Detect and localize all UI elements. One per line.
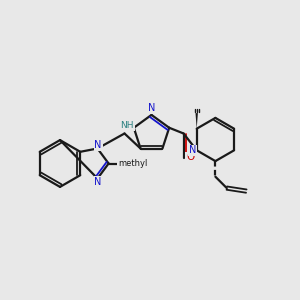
Text: NH: NH: [121, 121, 134, 130]
Polygon shape: [196, 113, 198, 129]
Text: methyl: methyl: [118, 159, 147, 168]
Text: N: N: [148, 103, 155, 113]
Text: N: N: [94, 177, 102, 187]
Text: N: N: [189, 145, 196, 155]
Text: O: O: [186, 152, 194, 163]
Text: N: N: [94, 140, 102, 150]
